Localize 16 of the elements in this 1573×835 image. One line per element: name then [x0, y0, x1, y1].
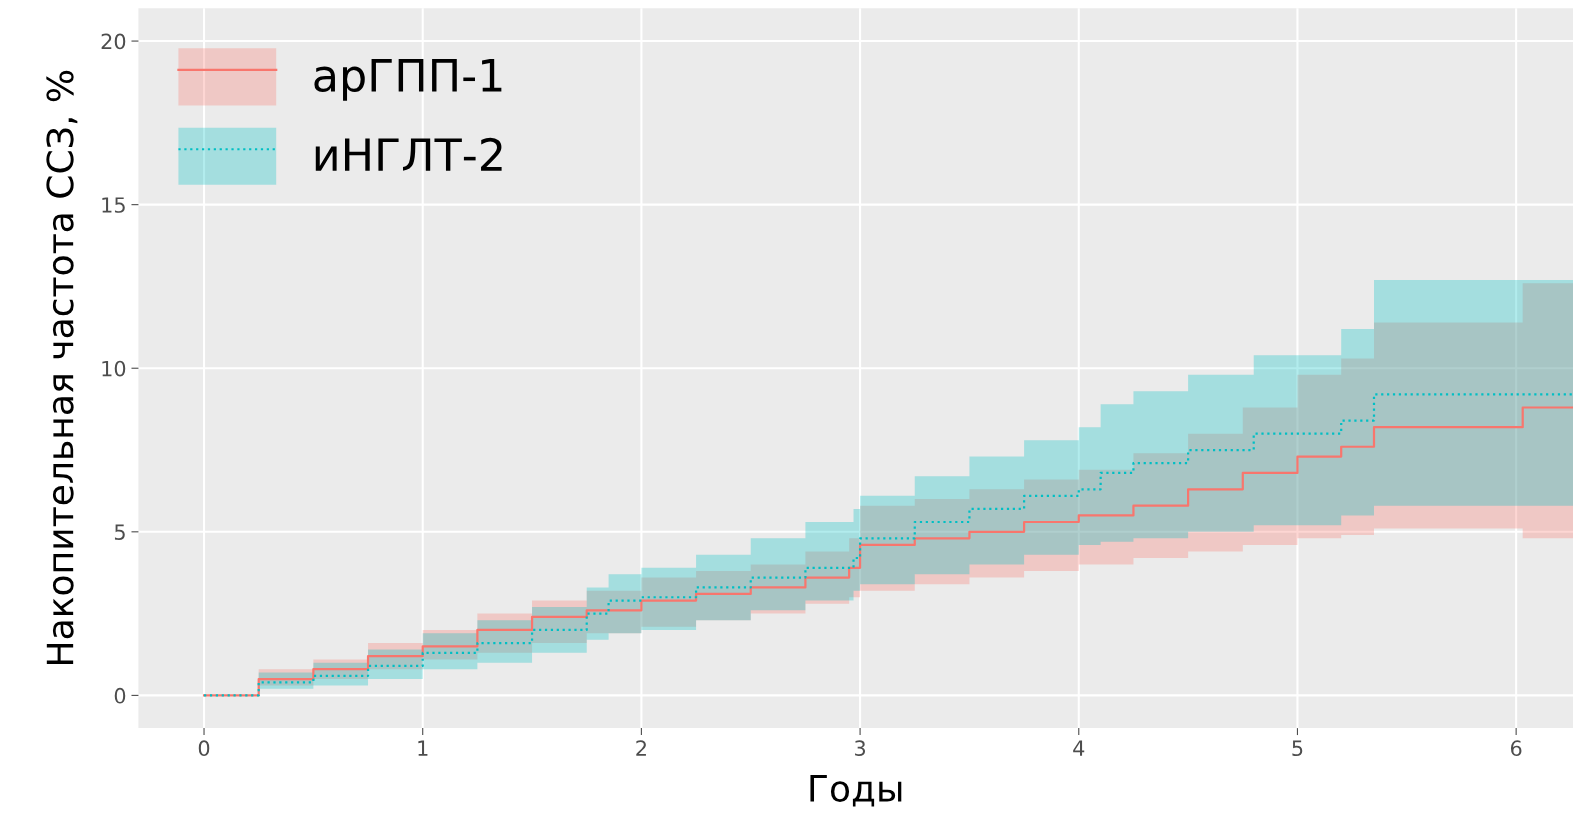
y-tick-label: 0	[114, 687, 126, 704]
y-tick-label: 20	[101, 33, 126, 50]
legend-label: иНГЛТ-2	[315, 137, 502, 171]
x-tick-label: 1	[418, 740, 428, 756]
x-tick-label: 5	[1292, 740, 1303, 757]
y-tick-label: 5	[114, 524, 125, 541]
y-axis-title: Накопительная частота ССЗ, %	[46, 70, 78, 665]
x-tick-label: 6	[1510, 740, 1522, 757]
y-tick-label: 15	[102, 197, 125, 213]
x-tick-label: 3	[855, 740, 866, 757]
x-axis-title: Годы	[810, 775, 902, 807]
x-tick-label: 4	[1073, 740, 1085, 756]
legend-label: арГПП-1	[314, 59, 502, 101]
x-tick-label: 2	[636, 740, 646, 756]
x-tick-label: 0	[198, 740, 210, 757]
y-tick-label: 10	[102, 360, 126, 377]
